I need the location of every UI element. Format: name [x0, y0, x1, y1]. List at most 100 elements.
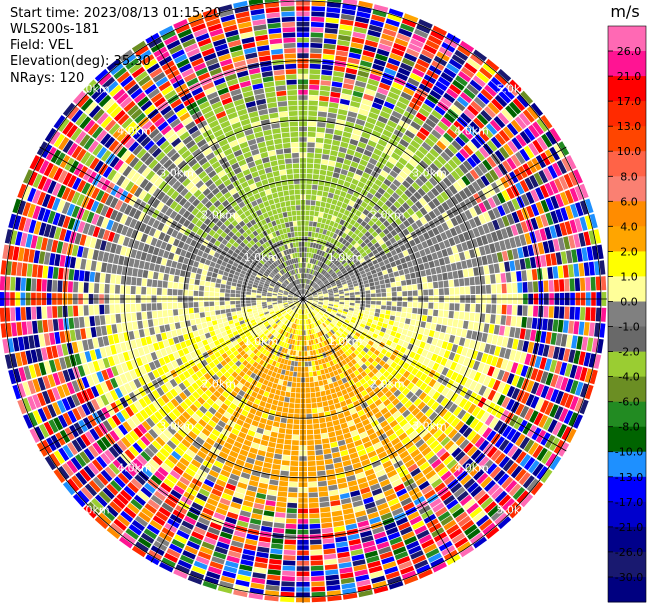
range-gate-cell [313, 284, 318, 289]
range-gate-cell [540, 254, 547, 267]
range-gate-cell [354, 151, 363, 159]
range-gate-cell [511, 211, 520, 224]
range-gate-cell [435, 355, 443, 364]
range-gate-cell [328, 262, 334, 267]
range-gate-cell [346, 148, 355, 156]
range-gate-cell [337, 39, 350, 47]
range-gate-cell [383, 178, 392, 187]
range-gate-cell [459, 376, 468, 386]
range-gate-cell [305, 377, 310, 383]
range-gate-cell [267, 574, 281, 581]
range-gate-cell [314, 381, 319, 387]
range-gate-cell [385, 161, 395, 170]
range-gate-cell [320, 85, 331, 92]
range-gate-cell [569, 364, 578, 379]
range-gate-cell [340, 19, 354, 26]
range-gate-cell [391, 287, 397, 292]
range-gate-cell [522, 282, 528, 293]
range-gate-cell [303, 330, 306, 336]
range-gate-cell [516, 316, 522, 327]
range-gate-cell [376, 257, 383, 263]
range-gate-cell [311, 1, 326, 7]
range-gate-cell [558, 175, 569, 190]
range-gate-cell [418, 234, 426, 243]
range-gate-cell [315, 365, 320, 371]
range-gate-cell [339, 257, 345, 263]
range-gate-cell [412, 245, 419, 253]
range-gate-cell [441, 201, 450, 211]
range-gate-cell [336, 322, 342, 328]
range-gate-cell [269, 436, 277, 443]
range-gate-cell [285, 429, 293, 435]
range-gate-cell [436, 155, 447, 166]
range-gate-cell [303, 268, 306, 273]
range-gate-cell [323, 279, 328, 283]
range-gate-cell [347, 243, 353, 250]
range-gate-cell [334, 294, 339, 297]
range-gate-cell [383, 101, 395, 110]
range-gate-cell [147, 319, 154, 328]
range-gate-cell [316, 195, 322, 201]
range-gate-cell [370, 308, 376, 312]
range-gate-cell [399, 244, 407, 252]
range-gate-cell [418, 174, 428, 184]
range-gate-cell [354, 340, 361, 347]
range-gate-cell [318, 297, 324, 299]
range-gate-cell [365, 204, 373, 212]
range-gate-cell [310, 274, 313, 280]
range-gate-cell [423, 44, 437, 55]
range-gate-cell [326, 469, 335, 475]
range-gate-cell [528, 442, 539, 456]
range-gate-cell [549, 455, 562, 471]
range-gate-cell [444, 288, 450, 295]
range-gate-cell [448, 184, 458, 195]
range-gate-cell [334, 424, 342, 431]
range-gate-cell [505, 315, 512, 326]
range-gate-cell [464, 378, 473, 389]
range-gate-cell [494, 452, 506, 465]
range-gate-cell [536, 118, 549, 132]
range-gate-cell [350, 161, 359, 169]
range-gate-cell [490, 356, 499, 367]
range-gate-cell [349, 302, 355, 306]
range-gate-cell [395, 175, 405, 184]
range-gate-cell [342, 323, 348, 329]
range-gate-cell [494, 241, 501, 252]
range-gate-cell [364, 231, 371, 238]
range-gate-cell [189, 313, 195, 320]
range-gate-cell [339, 300, 345, 303]
range-gate-cell [404, 255, 411, 262]
range-gate-cell [529, 256, 537, 269]
range-gate-cell [306, 340, 309, 346]
range-gate-cell [556, 423, 567, 438]
range-gate-cell [371, 367, 379, 375]
range-gate-cell [490, 314, 496, 324]
range-gate-cell [441, 222, 449, 231]
range-gate-cell [263, 510, 275, 517]
range-gate-cell [510, 431, 522, 444]
range-gate-cell [314, 232, 319, 238]
range-gate-cell [482, 223, 490, 234]
range-gate-cell [470, 100, 483, 113]
range-gate-cell [440, 325, 447, 333]
range-gate-cell [310, 549, 323, 556]
range-gate-cell [340, 191, 347, 198]
range-gate-cell [418, 355, 426, 364]
range-gate-cell [528, 124, 540, 138]
range-gate-cell [564, 306, 570, 320]
range-gate-cell [395, 259, 402, 266]
range-gate-cell [544, 182, 554, 196]
range-gate-cell [317, 291, 323, 294]
range-gate-cell [573, 233, 581, 248]
range-gate-cell [282, 560, 296, 566]
range-gate-cell [516, 271, 522, 282]
range-gate-cell [332, 515, 344, 522]
range-gate-cell [321, 69, 333, 76]
range-gate-cell [316, 222, 321, 228]
range-gate-cell [467, 229, 476, 239]
range-gate-cell [354, 332, 361, 338]
range-gate-cell [309, 287, 313, 291]
range-gate-cell [370, 304, 376, 309]
range-gate-cell [560, 207, 569, 221]
range-gate-cell [454, 395, 464, 406]
